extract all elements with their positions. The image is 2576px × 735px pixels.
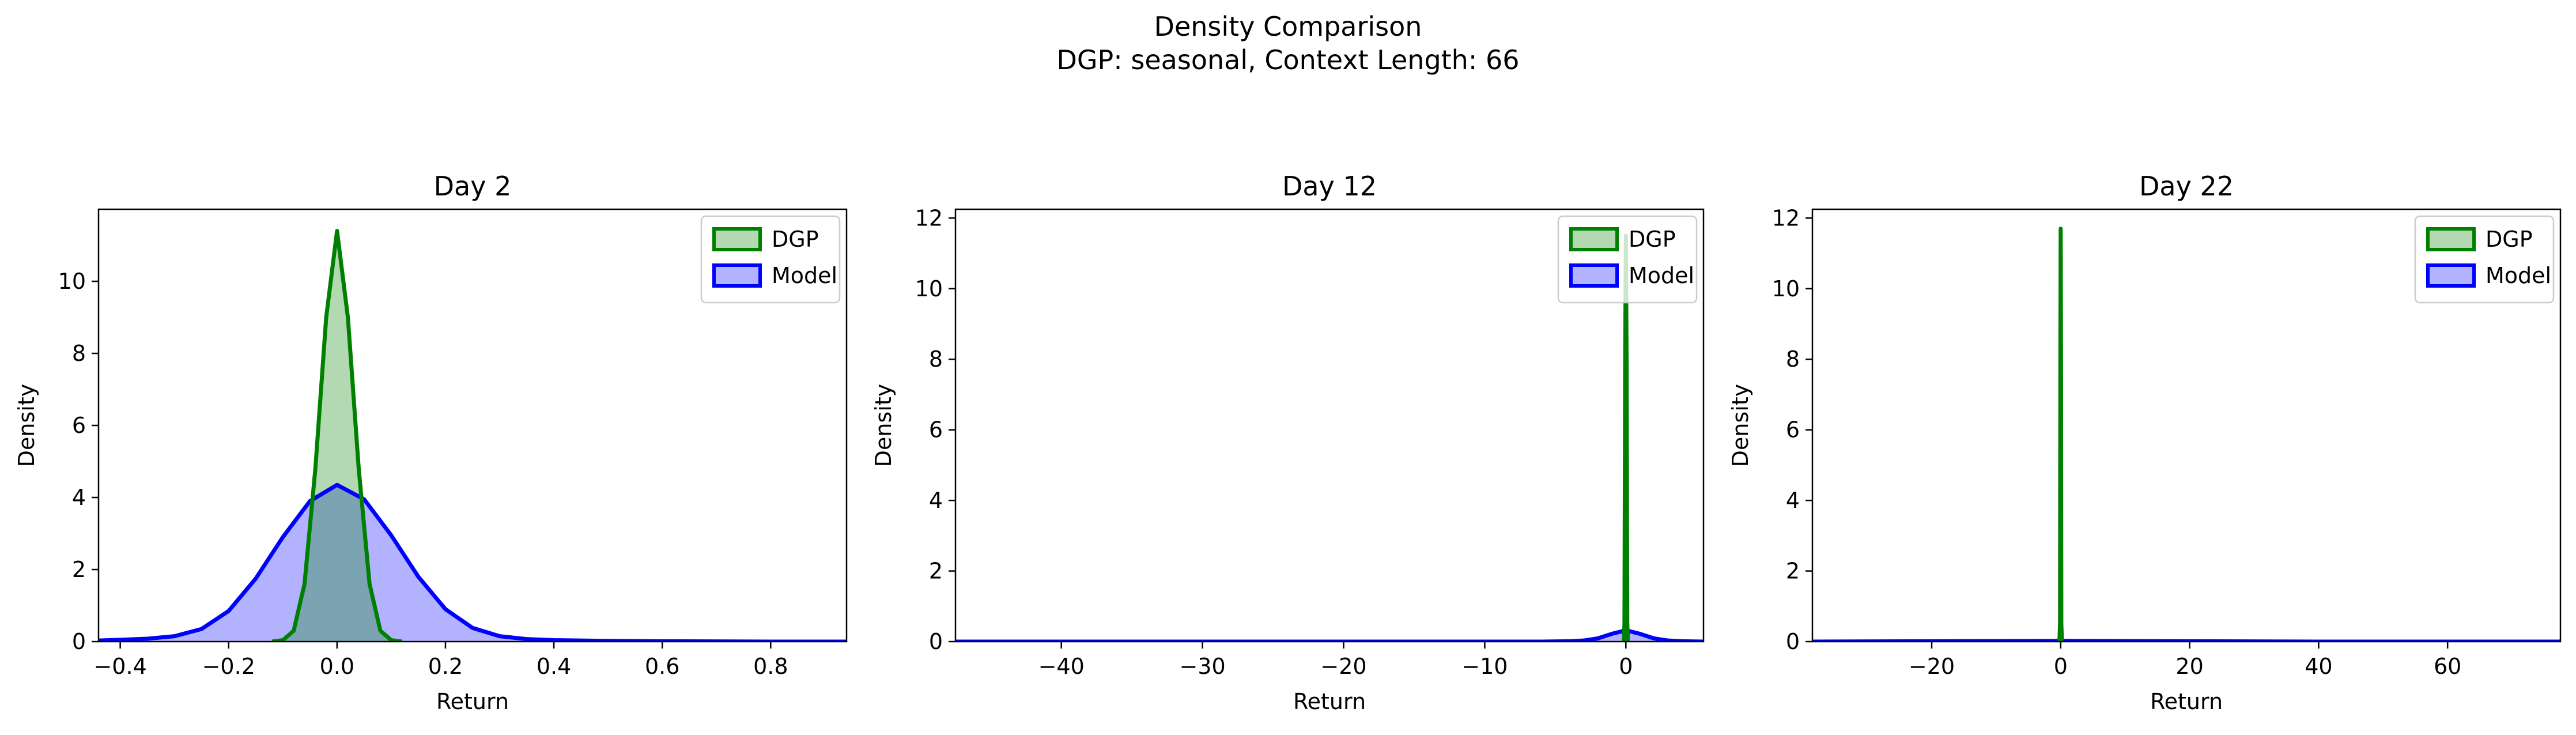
series-fill-model — [99, 485, 847, 642]
x-tick-label: 0.6 — [645, 654, 679, 679]
legend-label-dgp: DGP — [2486, 227, 2533, 252]
axes-frame — [954, 208, 1705, 643]
legend-swatch-dgp — [2426, 227, 2476, 251]
legend-label-dgp: DGP — [1629, 227, 1676, 252]
x-tick-label: 20 — [2175, 654, 2203, 679]
legend-swatch-dgp — [1569, 227, 1619, 251]
x-tick-label: −0.2 — [202, 654, 255, 679]
series-line-dgp — [271, 229, 403, 642]
y-tick-label: 10 — [1772, 276, 1800, 301]
legend-swatch-model — [2426, 263, 2476, 288]
legend: DGP Model — [700, 215, 841, 304]
x-axis-label: Return — [436, 689, 509, 714]
y-tick-label: 2 — [1786, 559, 1800, 584]
x-tick-label: −0.4 — [93, 654, 146, 679]
legend-box — [1557, 215, 1698, 304]
y-tick-label: 10 — [58, 269, 86, 294]
x-axis-label: Return — [1293, 689, 1366, 714]
figure-title-line2: DGP: seasonal, Context Length: 66 — [1056, 44, 1519, 76]
x-tick-label: −30 — [1179, 654, 1225, 679]
y-tick-label: 4 — [929, 488, 943, 513]
y-tick-label: 10 — [915, 276, 943, 301]
y-tick-label: 6 — [929, 417, 943, 443]
y-axis-label: Density — [1728, 384, 1753, 467]
y-axis-label: Density — [871, 384, 896, 467]
y-tick-label: 0 — [929, 629, 943, 654]
series-line-dgp — [2057, 227, 2064, 642]
y-tick-label: 6 — [1786, 417, 1800, 443]
x-tick-label: 0 — [2054, 654, 2068, 679]
x-tick-label: −20 — [1909, 654, 1955, 679]
y-tick-label: 2 — [929, 559, 943, 584]
y-tick-label: 12 — [1772, 205, 1800, 231]
y-axis-label: Density — [14, 384, 39, 467]
axes-frame — [1811, 208, 2562, 643]
y-tick-label: 0 — [1786, 629, 1800, 654]
x-tick-label: 0.0 — [320, 654, 354, 679]
panel-2: −40 −30 −20 −10 0 0 2 4 6 8 10 12 Day 12 Return Densit… — [871, 171, 1705, 714]
panel-3: −20 0 20 40 60 0 2 4 6 8 10 12 Day 22 Return Density DG… — [1728, 171, 2562, 714]
panel-title: Day 2 — [434, 171, 512, 202]
legend-swatch-model — [1569, 263, 1619, 288]
panel-title: Day 12 — [1282, 171, 1377, 202]
x-tick-label: 0 — [1619, 654, 1633, 679]
y-tick-label: 4 — [72, 485, 86, 510]
series-line-model — [99, 483, 847, 642]
y-tick-label: 2 — [72, 557, 86, 582]
legend-box — [2414, 215, 2555, 304]
series-fill-dgp — [271, 231, 402, 642]
legend-swatch-dgp — [712, 227, 762, 251]
x-tick-label: 0.2 — [428, 654, 463, 679]
y-tick-label: 8 — [929, 346, 943, 372]
y-tick-label: 4 — [1786, 488, 1800, 513]
series-line-model — [955, 628, 1704, 642]
legend: DGP Model — [2414, 215, 2555, 304]
x-axis-label: Return — [2150, 689, 2223, 714]
y-tick-label: 8 — [72, 341, 86, 366]
y-tick-label: 8 — [1786, 346, 1800, 372]
x-tick-label: 40 — [2305, 654, 2332, 679]
legend-box — [700, 215, 841, 304]
panel-1: −0.4 −0.2 0.0 0.2 0.4 0.6 0.8 0 2 4 6 8 10 Day 2 Retur… — [14, 171, 848, 714]
x-tick-label: −20 — [1320, 654, 1366, 679]
legend-label-model: Model — [772, 263, 837, 288]
x-tick-label: 0.8 — [753, 654, 788, 679]
legend-label-model: Model — [1629, 263, 1694, 288]
panel-title: Day 22 — [2139, 171, 2234, 202]
y-tick-label: 6 — [72, 413, 86, 438]
legend-swatch-model — [712, 263, 762, 288]
x-tick-label: −40 — [1038, 654, 1085, 679]
x-tick-label: 0.4 — [537, 654, 571, 679]
figure-title-line1: Density Comparison — [1154, 11, 1422, 42]
legend: DGP Model — [1557, 215, 1698, 304]
plot-area — [99, 229, 847, 642]
legend-label-dgp: DGP — [772, 227, 819, 252]
legend-label-model: Model — [2486, 263, 2551, 288]
y-tick-label: 0 — [72, 629, 86, 654]
y-tick-label: 12 — [915, 205, 943, 231]
x-tick-label: −10 — [1461, 654, 1508, 679]
x-tick-label: 60 — [2434, 654, 2461, 679]
